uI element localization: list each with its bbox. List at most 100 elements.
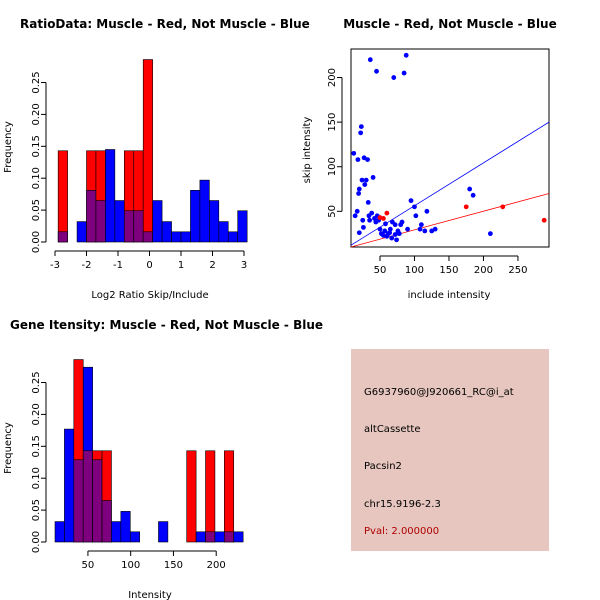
ratio-histogram-bar-not-muscle [190, 190, 201, 243]
gene-histogram-y-tick-label: 0.10 [31, 467, 42, 489]
ratio-histogram-x-tick-label: 2 [209, 260, 215, 271]
scatter-point-not-muscle [392, 232, 398, 237]
scatter-ylabel: skip intensity [302, 117, 313, 184]
ratio-histogram-xlabel: Log2 Ratio Skip/Include [91, 290, 208, 301]
ratio-histogram-y-tick-label: 0.10 [31, 167, 42, 189]
probe-id: G6937960@J920661_RC@i_at [364, 387, 514, 398]
scatter-point-not-muscle [389, 219, 395, 225]
ratio-histogram-x-tick-label: 3 [241, 260, 247, 271]
scatter-point-not-muscle [356, 191, 361, 196]
scatter-point-not-muscle [418, 222, 424, 228]
gene-histogram-bar-not-muscle [195, 531, 206, 543]
ratio-histogram-x-tick-label: -1 [113, 260, 123, 271]
gene-histogram-bar-muscle [205, 450, 216, 543]
scatter-point-muscle [381, 216, 386, 221]
ratio-histogram-bar-overlap [86, 190, 97, 243]
scatter-point-not-muscle [367, 217, 373, 223]
gene-histogram-bar-not-muscle [120, 511, 131, 543]
scatter-title: Muscle - Red, Not Muscle - Blue [343, 17, 557, 31]
scatter-y-tick-label: 100 [327, 157, 338, 176]
gene-histogram-x-tick-label: 200 [207, 560, 226, 571]
p-value: Pval: 2.000000 [364, 526, 440, 537]
gene-name: Pacsin2 [364, 461, 402, 472]
scatter-point-not-muscle [356, 186, 362, 192]
scatter-axes: 50 100 150 200 250 50 100 150 200 [327, 68, 528, 276]
gene-histogram-bar-not-muscle [233, 531, 244, 543]
gene-histogram-bar-overlap [205, 531, 216, 543]
scatter-point-not-muscle [354, 208, 360, 214]
scatter-point-not-muscle [355, 157, 361, 162]
gene-histogram-bars [54, 359, 244, 543]
scatter-point-not-muscle [361, 224, 366, 230]
scatter-point-not-muscle [396, 231, 402, 237]
ratio-histogram-bar-not-muscle [237, 210, 248, 243]
scatter-point-not-muscle [422, 228, 428, 234]
scatter-fit-line-blue [350, 121, 550, 246]
gene-histogram-y-tick-label: 0.15 [31, 435, 42, 457]
scatter-point-not-muscle [401, 70, 407, 76]
scatter-point-not-muscle [367, 57, 373, 63]
scatter-y-tick-label: 200 [327, 68, 338, 87]
scatter-point-not-muscle [467, 186, 473, 192]
scatter-point-muscle [384, 210, 390, 216]
scatter-point-not-muscle [369, 210, 375, 216]
gene-histogram-bar-overlap [92, 459, 103, 543]
gene-histogram-bar-muscle [186, 450, 197, 543]
intensity-scatter: Muscle - Red, Not Muscle - Blue 50 100 150… [302, 17, 557, 301]
ratio-histogram-axes: -3 -2 -1 0 1 2 3 0.00 0.05 0.10 0.15 0.20 0.25 [31, 71, 247, 271]
gene-histogram-bar-overlap [82, 450, 93, 543]
ratio-histogram-bar-overlap [124, 210, 135, 243]
ratio-histogram-bar-not-muscle [114, 200, 125, 243]
scatter-point-not-muscle [352, 213, 358, 219]
scatter-point-not-muscle [358, 124, 364, 129]
gene-histogram-y-tick-label: 0.20 [31, 403, 42, 425]
ratio-histogram-y-tick-label: 0.25 [31, 71, 42, 93]
scatter-y-tick-label: 150 [327, 113, 338, 132]
ratio-histogram-bar-overlap [133, 210, 144, 243]
scatter-point-not-muscle [360, 217, 366, 223]
gene-histogram-bar-not-muscle [111, 521, 122, 543]
scatter-x-tick-label: 100 [405, 265, 424, 276]
scatter-point-not-muscle [362, 182, 368, 187]
scatter-point-not-muscle [413, 213, 419, 219]
ratio-histogram-bar-not-muscle [227, 231, 238, 243]
scatter-point-not-muscle [432, 226, 438, 232]
ratio-histogram-bars [57, 59, 248, 243]
scatter-point-not-muscle [383, 221, 388, 227]
ratio-histogram-y-tick-label: 0.20 [31, 103, 42, 125]
gene-histogram-title: Gene Itensity: Muscle - Red, Not Muscle … [10, 318, 323, 332]
scatter-point-not-muscle [377, 226, 383, 232]
probe-info-panel: G6937960@J920661_RC@i_at altCassette Pac… [351, 349, 549, 551]
ratio-histogram-bar-not-muscle [209, 200, 220, 243]
ratio-histogram-y-tick-label: 0.05 [31, 199, 42, 221]
gene-histogram-x-tick-label: 150 [164, 560, 183, 571]
ratio-histogram-bar-not-muscle [152, 200, 163, 243]
scatter-x-tick-label: 200 [474, 265, 493, 276]
scatter-points [351, 52, 547, 243]
scatter-point-not-muscle [424, 208, 430, 214]
gene-histogram-bar-not-muscle [214, 531, 225, 543]
scatter-point-not-muscle [387, 230, 393, 236]
ratio-histogram-x-tick-label: 1 [178, 260, 184, 271]
scatter-point-not-muscle [389, 235, 395, 241]
scatter-x-tick-label: 150 [439, 265, 458, 276]
scatter-xlabel: include intensity [408, 290, 491, 301]
scatter-point-not-muscle [363, 177, 369, 183]
scatter-x-tick-label: 50 [374, 265, 387, 276]
scatter-point-not-muscle [359, 177, 365, 183]
scatter-point-not-muscle [399, 219, 405, 225]
ratio-histogram-ylabel: Frequency [3, 121, 14, 173]
ratio-histogram-bar-not-muscle [218, 221, 229, 243]
gene-histogram-bar-overlap [73, 459, 84, 543]
scatter-plot-box [350, 48, 550, 248]
gene-histogram-bar-overlap [224, 531, 235, 543]
scatter-point-muscle [500, 204, 506, 210]
scatter-point-not-muscle [470, 192, 476, 198]
gene-histogram-bar-not-muscle [158, 521, 169, 543]
gene-histogram-bar-muscle [224, 450, 235, 543]
gene-histogram-ylabel: Frequency [3, 422, 14, 474]
scatter-y-tick-label: 50 [327, 205, 338, 218]
ratio-histogram-bar-overlap [57, 231, 68, 243]
scatter-point-not-muscle [356, 230, 362, 236]
